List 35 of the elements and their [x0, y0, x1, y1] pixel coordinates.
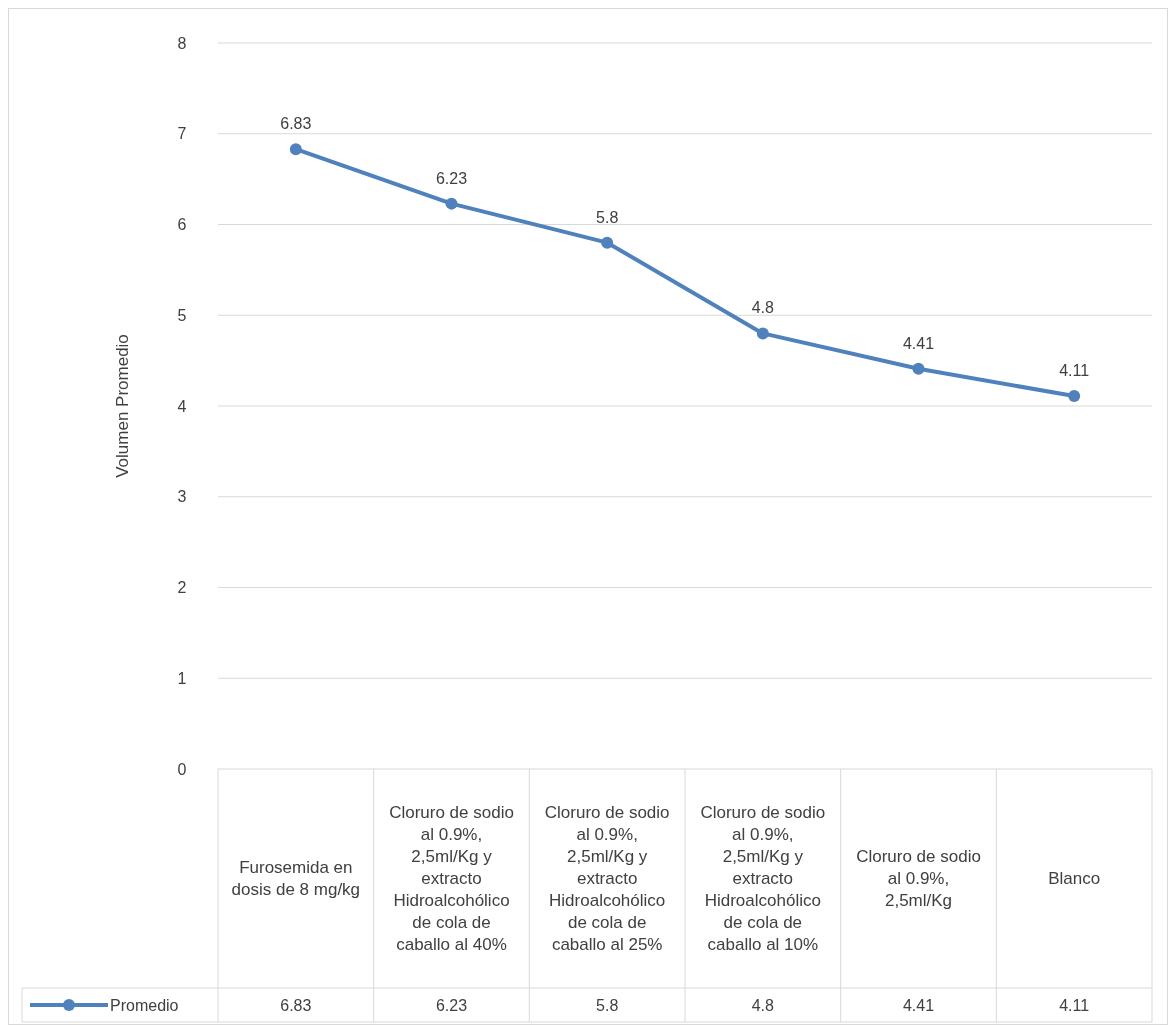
- y-axis-title: Volumen Promedio: [113, 334, 132, 478]
- point: [445, 197, 458, 210]
- data-label: 4.41: [902, 996, 935, 1014]
- annotation: 4.8: [751, 299, 775, 317]
- y-tick-label: 5: [177, 306, 187, 324]
- y-tick-label: 0: [177, 760, 187, 778]
- x-tick-label: Cloruro de sodio al 0.9%, 2,5ml/Kg y extracto Hidroalcohólico de cola de caballo al 40%: [389, 803, 514, 955]
- y-tick-label: 2: [177, 579, 187, 597]
- x-tick-label: Cloruro de sodio al 0.9%, 2,5ml/Kg y extracto Hidroalcohólico de cola de caballo al 10%: [700, 803, 826, 955]
- y-tick-label: 7: [177, 125, 187, 143]
- data-label: 4.11: [1059, 996, 1090, 1014]
- legend-label: Promedio: [110, 996, 179, 1014]
- annotation: 5.8: [596, 208, 619, 226]
- annotation: 6.23: [435, 169, 468, 187]
- y-tick-label: 4: [177, 397, 187, 415]
- x-tick-label: Cloruro de sodio al 0.9%, 2,5ml/Kg: [856, 847, 981, 911]
- y-tick-label: 1: [177, 669, 187, 687]
- y-tick-label: 8: [177, 34, 187, 52]
- x-tick-label: Blanco: [1048, 869, 1101, 889]
- annotation: 6.83: [280, 115, 312, 133]
- data-label: 6.23: [435, 996, 468, 1014]
- x-tick-label: Cloruro de sodio al 0.9%, 2,5ml/Kg y extracto Hidroalcohólico de cola de caballo al 25%: [544, 803, 670, 955]
- data-label: 6.83: [280, 996, 312, 1014]
- point: [756, 327, 769, 340]
- point: [912, 362, 925, 375]
- data-label: 4.8: [751, 996, 775, 1014]
- x-tick-label: Furosemida en dosis de 8 mg/kg: [231, 858, 361, 900]
- annotation: 4.41: [902, 334, 935, 352]
- point: [1068, 390, 1081, 403]
- data-label: 5.8: [596, 996, 619, 1014]
- annotation: 4.11: [1059, 362, 1090, 380]
- y-tick-label: 6: [177, 216, 187, 234]
- point: [289, 143, 302, 156]
- point: [601, 236, 614, 249]
- y-tick-label: 3: [177, 488, 187, 506]
